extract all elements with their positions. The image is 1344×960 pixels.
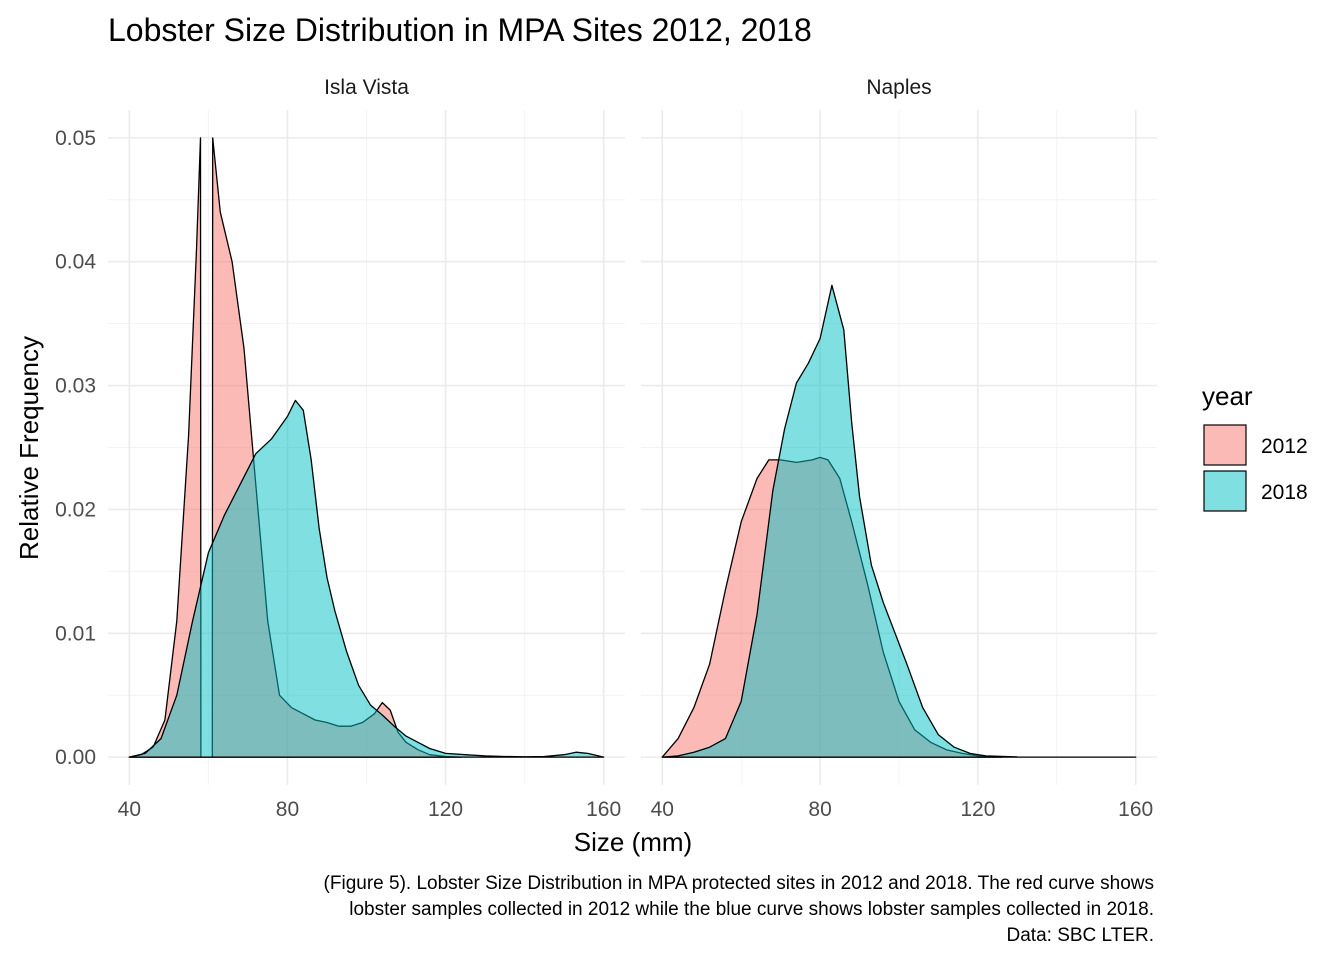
chart-title: Lobster Size Distribution in MPA Sites 2… [108, 12, 812, 48]
caption-line-2: lobster samples collected in 2012 while … [349, 899, 1154, 920]
y-tick-label: 0.00 [55, 746, 96, 769]
x-tick-label: 120 [960, 798, 995, 821]
x-tick-label: 160 [1118, 798, 1153, 821]
x-tick-label: 40 [118, 798, 141, 821]
y-tick-label: 0.04 [55, 251, 96, 274]
legend-key-2018 [1203, 470, 1247, 512]
x-tick-label: 80 [808, 798, 831, 821]
y-tick-label: 0.03 [55, 375, 96, 398]
caption: (Figure 5). Lobster Size Distribution in… [324, 873, 1154, 946]
legend-title: year [1202, 381, 1253, 411]
caption-line-3: Data: SBC LTER. [1007, 925, 1154, 946]
facet-panels: Isla Vista 40 80 120 160 0.00 0.01 0.02 0.03 0.04… [55, 76, 1157, 821]
y-axis-title: Relative Frequency [14, 336, 44, 560]
y-tick-label: 0.02 [55, 498, 96, 521]
legend-label-2012: 2012 [1261, 435, 1308, 458]
x-tick-label: 120 [428, 798, 463, 821]
y-tick-label: 0.05 [55, 127, 96, 150]
x-tick-label: 40 [651, 798, 674, 821]
legend: year 2012 2018 [1202, 381, 1308, 512]
legend-key-2012 [1203, 424, 1247, 466]
x-tick-label: 160 [586, 798, 621, 821]
density-area-2018 [661, 284, 1137, 758]
y-tick-label: 0.01 [55, 622, 96, 645]
facet-strip-label: Isla Vista [324, 76, 409, 99]
legend-label-2018: 2018 [1261, 481, 1308, 504]
density-area-2018 [128, 399, 605, 758]
x-axis-title: Size (mm) [574, 827, 692, 857]
x-tick-label: 80 [276, 798, 299, 821]
panel-isla-vista: Isla Vista 40 80 120 160 0.00 0.01 0.02 0.03 0.04… [55, 76, 625, 821]
caption-line-1: (Figure 5). Lobster Size Distribution in… [324, 873, 1154, 894]
facet-strip-label: Naples [866, 76, 931, 99]
panel-naples: Naples 40 80 120 160 [641, 76, 1157, 821]
